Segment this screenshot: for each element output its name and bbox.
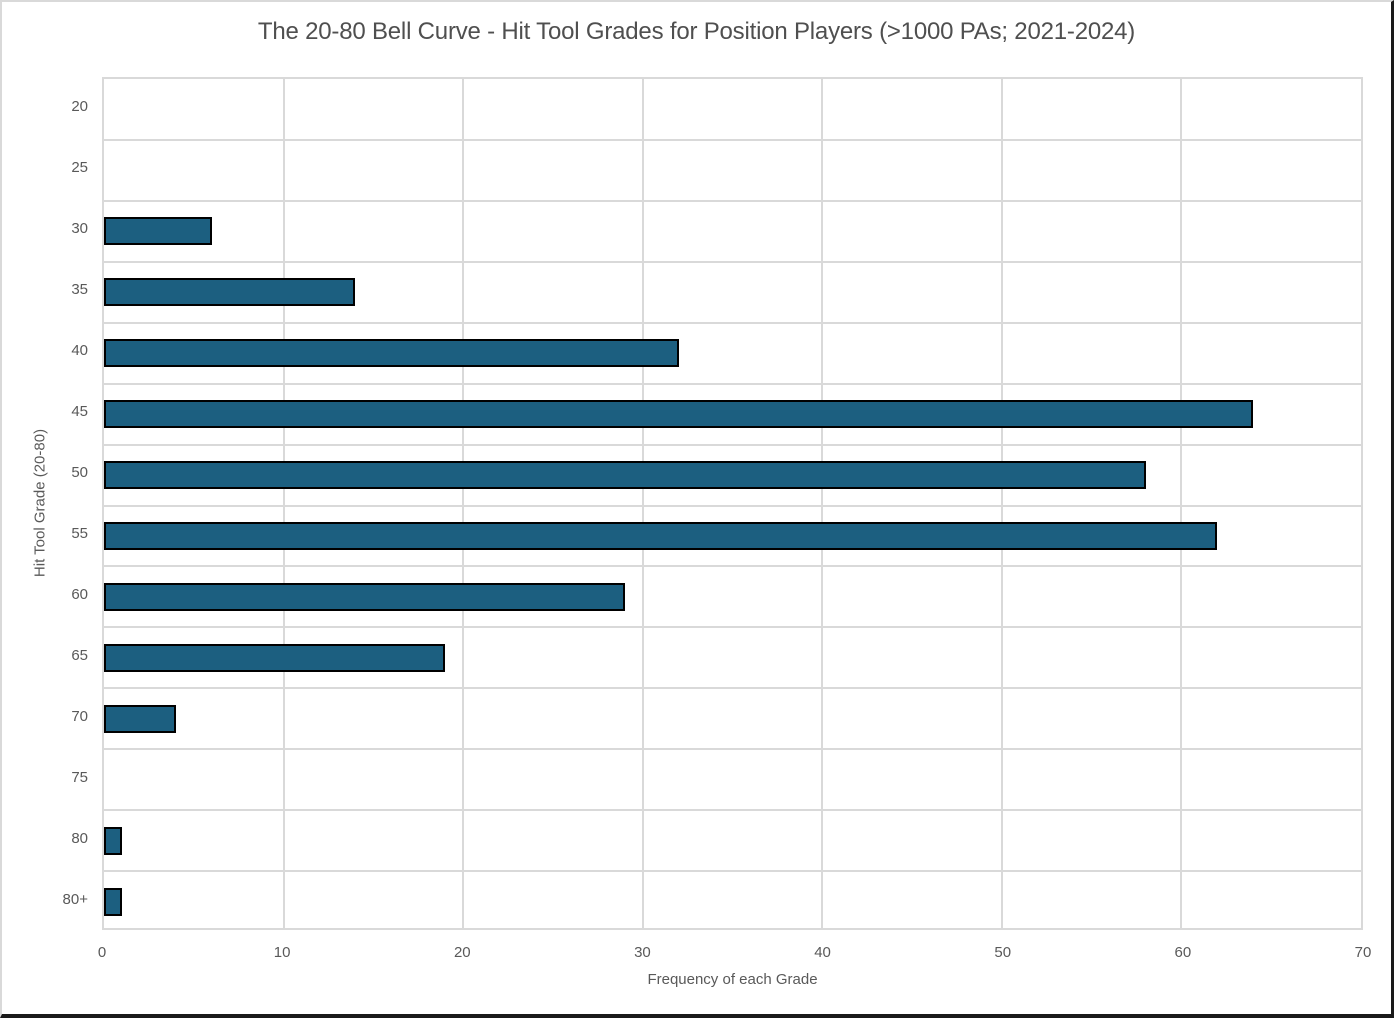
bar-grade-35 [104, 278, 356, 307]
y-axis-title: Hit Tool Grade (20-80) [31, 428, 49, 578]
y-tick-label: 35 [71, 281, 88, 299]
horizontal-gridline [104, 748, 1361, 751]
chart-title: The 20-80 Bell Curve - Hit Tool Grades f… [257, 18, 1136, 45]
bar-grade-50 [104, 461, 1146, 490]
horizontal-gridline [104, 321, 1361, 324]
x-axis-title: Frequency of each Grade [647, 971, 818, 988]
x-tick-label: 70 [1354, 944, 1372, 961]
bar-grade-80 [104, 826, 122, 855]
x-tick-label: 50 [994, 944, 1012, 961]
horizontal-gridline [104, 870, 1361, 873]
bar-grade-80+ [104, 887, 122, 916]
horizontal-gridline [104, 687, 1361, 690]
bar-grade-45 [104, 400, 1254, 429]
horizontal-gridline [104, 382, 1361, 385]
horizontal-gridline [104, 199, 1361, 202]
y-tick-label: 80 [71, 829, 88, 847]
bar-grade-55 [104, 521, 1218, 550]
vertical-gridline [1180, 79, 1183, 928]
x-tick-label: 0 [97, 944, 107, 961]
vertical-gridline [462, 79, 465, 928]
x-tick-label: 40 [814, 944, 831, 961]
horizontal-gridline [104, 138, 1361, 141]
bar-grade-60 [104, 582, 625, 611]
horizontal-gridline [104, 565, 1361, 568]
y-tick-label: 40 [71, 342, 88, 360]
vertical-gridline [282, 79, 285, 928]
y-tick-label: 75 [71, 768, 88, 786]
x-tick-label: 60 [1174, 944, 1192, 961]
y-tick-label: 80+ [62, 890, 88, 908]
bar-grade-70 [104, 704, 176, 733]
x-tick-label: 10 [273, 944, 291, 961]
y-tick-label: 50 [71, 464, 88, 482]
y-tick-label: 65 [71, 646, 88, 664]
y-tick-label: 30 [71, 220, 88, 238]
vertical-gridline [1000, 79, 1003, 928]
x-tick-label: 20 [453, 944, 471, 961]
y-tick-label: 70 [71, 707, 88, 725]
horizontal-gridline [104, 443, 1361, 446]
vertical-gridline [821, 79, 824, 928]
horizontal-gridline [104, 626, 1361, 629]
x-tick-label: 30 [634, 944, 651, 961]
horizontal-gridline [104, 809, 1361, 812]
vertical-gridline [641, 79, 644, 928]
horizontal-gridline [104, 260, 1361, 263]
horizontal-gridline [104, 504, 1361, 507]
bar-grade-30 [104, 217, 212, 246]
bar-grade-40 [104, 339, 679, 368]
plot-area [102, 77, 1363, 930]
y-tick-label: 55 [71, 524, 88, 542]
y-tick-label: 60 [71, 585, 88, 603]
y-tick-label: 45 [71, 403, 88, 421]
bar-grade-65 [104, 643, 446, 672]
y-tick-label: 20 [71, 98, 88, 116]
y-tick-label: 25 [71, 159, 88, 177]
